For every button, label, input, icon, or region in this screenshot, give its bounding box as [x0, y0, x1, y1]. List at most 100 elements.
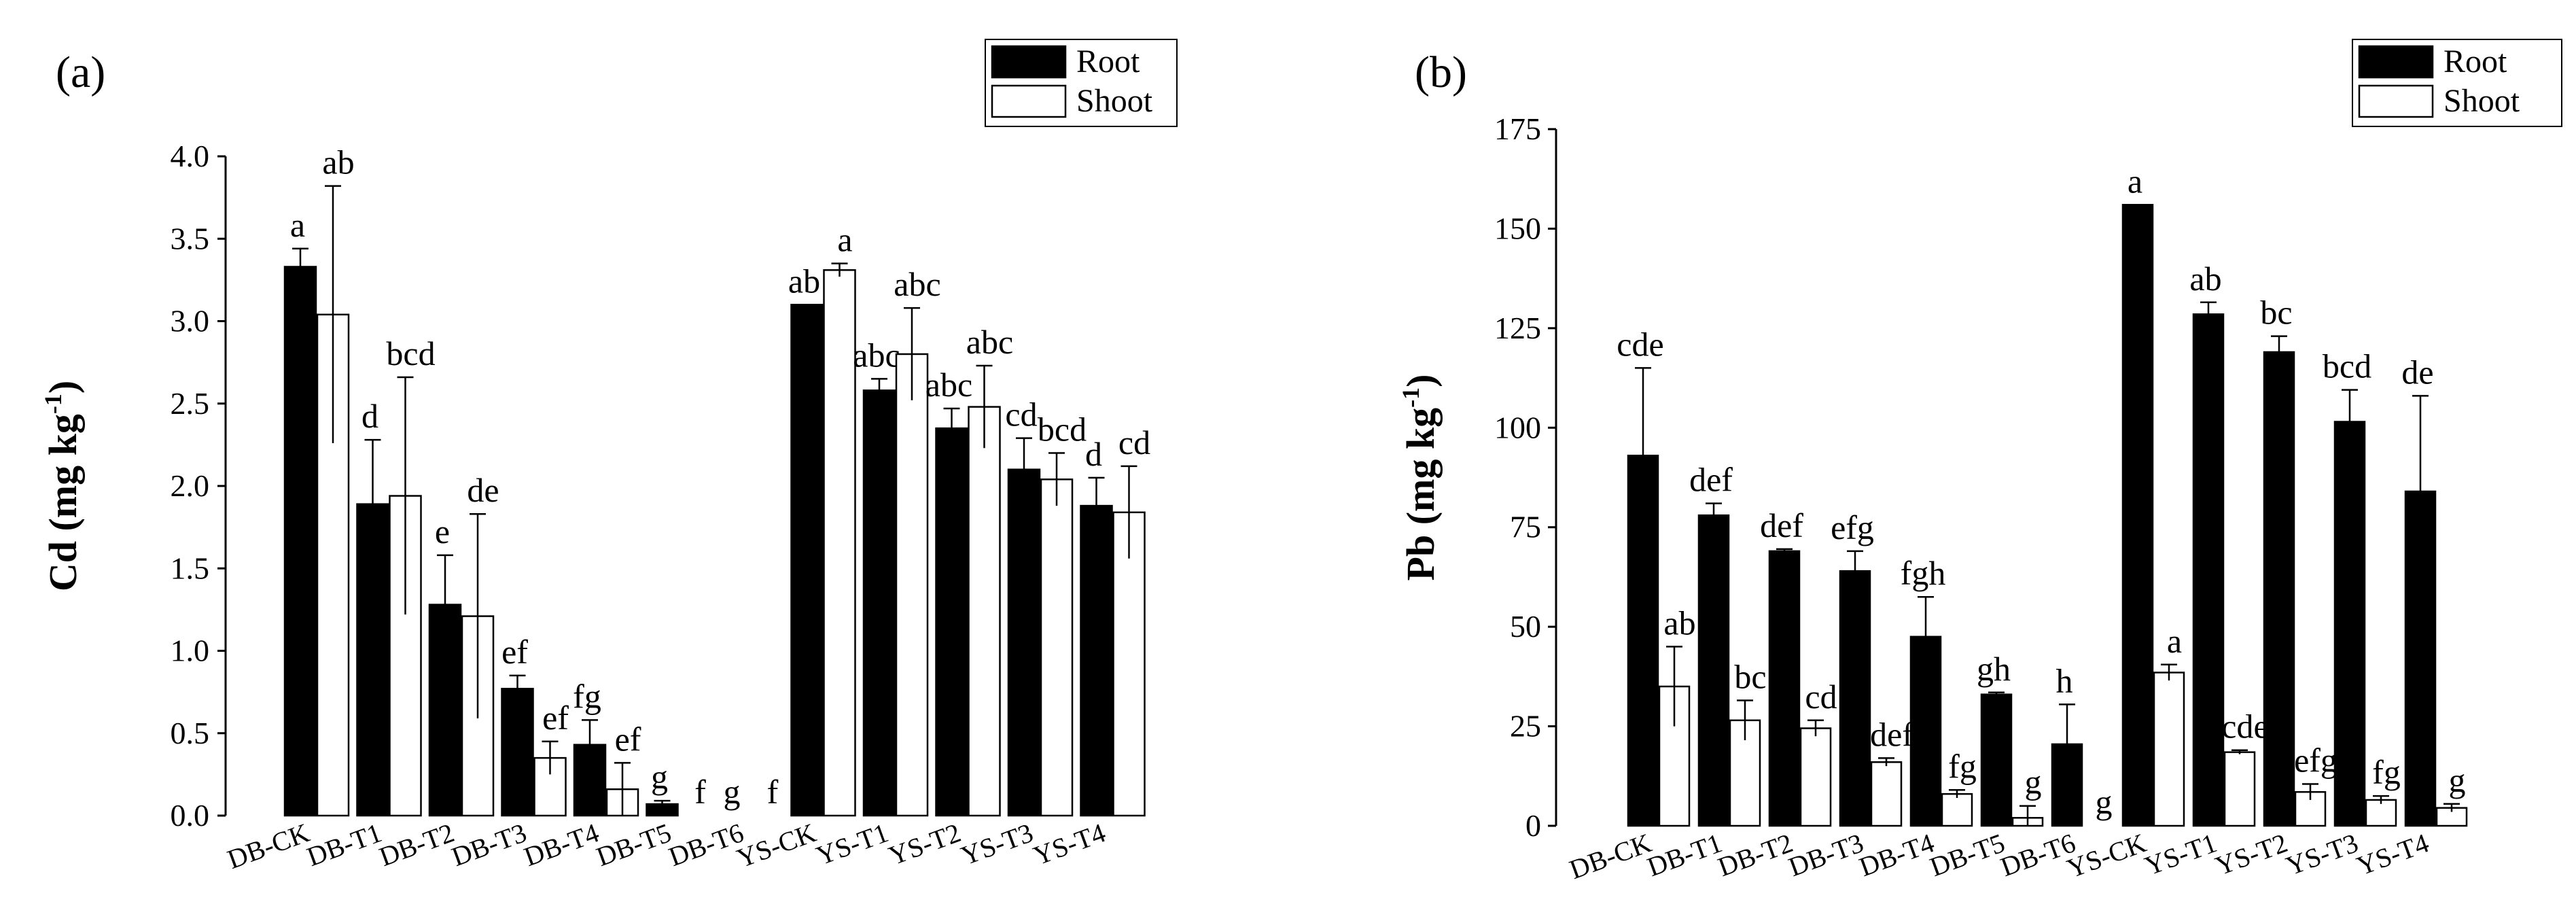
significance-letter: de — [467, 471, 499, 509]
panel-label: (a) — [56, 48, 105, 97]
significance-letter: f — [767, 773, 779, 811]
significance-letter: def — [1870, 715, 1913, 753]
significance-letter: abc — [925, 366, 972, 404]
y-tick-label: 0.0 — [171, 798, 210, 833]
significance-letter: f — [694, 773, 706, 811]
panel-label: (b) — [1415, 48, 1467, 97]
y-tick-label: 50 — [1510, 609, 1541, 644]
x-tick-label: YS-T3 — [2282, 827, 2362, 882]
root-bar — [935, 427, 968, 817]
y-tick-label: 2.0 — [171, 468, 210, 503]
x-tick-label: YS-T1 — [812, 817, 892, 871]
y-tick-label: 1.0 — [171, 633, 210, 668]
shoot-bar — [389, 495, 422, 817]
significance-letter: def — [1760, 506, 1803, 544]
root-bar — [862, 389, 896, 817]
significance-letter: fgh — [1901, 554, 1946, 592]
shoot-bar — [2223, 751, 2256, 827]
x-tick-label: YS-T2 — [2211, 827, 2291, 882]
shoot-bar — [823, 269, 856, 817]
x-tick-label: YS-CK — [733, 817, 819, 873]
legend-label-root: Root — [1076, 43, 1140, 80]
significance-letter: ef — [542, 699, 569, 737]
significance-letter: abc — [894, 265, 940, 303]
root-bar — [1839, 570, 1871, 827]
shoot-bar — [1040, 478, 1074, 817]
significance-letter: g — [2449, 761, 2466, 799]
x-tick-label: YS-T4 — [1029, 817, 1110, 871]
x-tick-label: YS-T2 — [885, 817, 965, 871]
x-tick-label: YS-T3 — [957, 817, 1037, 871]
legend-swatch-root — [991, 45, 1067, 79]
shoot-bar — [968, 406, 1001, 817]
significance-letter: g — [724, 773, 741, 811]
root-bar — [1768, 550, 1801, 827]
root-bar — [2192, 313, 2225, 827]
significance-letter: bcd — [2323, 347, 2371, 385]
shoot-bar — [1870, 761, 1903, 827]
legend-swatch-shoot — [2358, 84, 2434, 118]
y-tick-label: 1.5 — [171, 551, 210, 585]
significance-letter: a — [837, 221, 852, 259]
root-bar — [283, 266, 317, 817]
significance-letter: abc — [966, 323, 1013, 361]
x-tick-label: DB-T2 — [375, 817, 458, 872]
y-tick-label: 0.5 — [171, 716, 210, 750]
significance-letter: ef — [615, 720, 641, 758]
root-bar — [501, 688, 534, 817]
significance-letter: efg — [2294, 742, 2337, 780]
legend-swatch-shoot — [991, 84, 1067, 118]
y-tick-label: 3.5 — [171, 221, 210, 256]
significance-letter: a — [2167, 622, 2182, 660]
x-tick-label: DB-T1 — [303, 817, 386, 872]
y-axis-title: Cd (mg kg-1) — [39, 381, 85, 591]
significance-letter: fg — [573, 677, 601, 715]
y-tick-label: 100 — [1494, 410, 1541, 445]
legend-swatch-root — [2358, 45, 2434, 79]
significance-letter: g — [2025, 763, 2042, 801]
significance-letter: de — [2401, 353, 2433, 391]
significance-letter: g — [651, 758, 668, 796]
shoot-bar — [895, 353, 929, 817]
significance-letter: fg — [1948, 747, 1977, 785]
root-bar — [573, 744, 607, 817]
x-tick-label: DB-CK — [224, 817, 313, 875]
panel-b-pb-chart: (b) Pb (mg kg-1) 0 25 50 75 100 125 150 175 cde ab D… — [1397, 39, 2562, 885]
y-tick-label: 2.5 — [171, 386, 210, 421]
x-tick-label: DB-T3 — [448, 817, 531, 872]
y-tick-label: 3.0 — [171, 304, 210, 338]
significance-letter: fg — [2372, 753, 2401, 791]
root-bar — [1007, 468, 1041, 817]
significance-letter: a — [2128, 162, 2142, 200]
significance-letter: g — [2096, 783, 2113, 821]
significance-letter: gh — [1977, 650, 2011, 688]
y-axis-title: Pb (mg kg-1) — [1397, 375, 1443, 581]
significance-letter: bcd — [386, 334, 435, 372]
shoot-bar — [1941, 793, 1973, 827]
significance-letter: efg — [1831, 508, 1874, 546]
shoot-bar — [1112, 511, 1146, 817]
x-tick-label: DB-CK — [1566, 827, 1655, 885]
significance-letter: cd — [1805, 678, 1837, 716]
x-tick-label: YS-T4 — [2352, 827, 2433, 882]
significance-letter: a — [290, 206, 305, 244]
y-tick-label: 4.0 — [171, 139, 210, 173]
root-bar — [790, 304, 824, 817]
y-tick-label: 125 — [1494, 311, 1541, 345]
root-bar — [2333, 421, 2366, 827]
significance-letter: cde — [2221, 708, 2268, 746]
significance-letter: ab — [788, 262, 820, 300]
significance-letter: cde — [1617, 325, 1663, 363]
significance-letter: ef — [501, 633, 528, 671]
significance-letter: bcd — [1038, 411, 1087, 449]
significance-letter: cd — [1005, 396, 1037, 434]
root-bar — [1697, 514, 1730, 827]
y-tick-label: 175 — [1494, 111, 1541, 146]
y-tick-label: 0 — [1525, 808, 1541, 843]
significance-letter: e — [435, 512, 450, 551]
root-bar — [1980, 693, 2013, 827]
significance-letter: ab — [2189, 260, 2221, 298]
